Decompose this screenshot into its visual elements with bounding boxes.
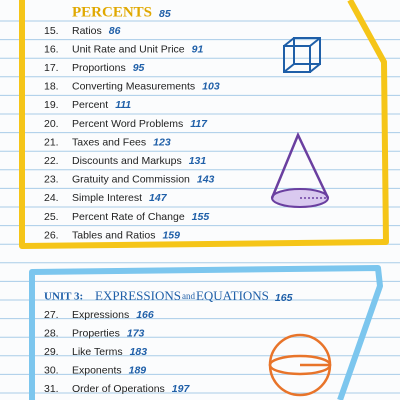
entry-number: 19. <box>44 99 59 111</box>
entry-number: 25. <box>44 211 59 223</box>
entry-number: 27. <box>44 309 59 321</box>
entry-page: 173 <box>127 327 145 339</box>
entry-number: 17. <box>44 62 59 74</box>
entry-page: 131 <box>189 155 207 167</box>
entry-page: 123 <box>153 136 171 148</box>
unit2-title: PERCENTS <box>72 4 152 20</box>
entry-title: Properties <box>72 327 120 339</box>
entry-number: 16. <box>44 43 59 55</box>
entry-page: 91 <box>192 43 204 55</box>
entry-page: 117 <box>190 118 208 130</box>
entry-title: Gratuity and Commission <box>72 174 190 186</box>
cube-icon <box>283 37 321 73</box>
entry-page: 143 <box>197 174 215 186</box>
entry-number: 15. <box>44 25 59 37</box>
entry-title: Order of Operations <box>72 383 165 395</box>
entry-page: 183 <box>130 346 148 358</box>
entry-number: 29. <box>44 346 59 358</box>
entry-page: 111 <box>115 99 131 111</box>
entry-page: 155 <box>192 211 210 223</box>
entry-number: 21. <box>44 136 59 148</box>
entry-title: Unit Rate and Unit Price <box>72 43 185 55</box>
unit2-frame <box>19 0 389 249</box>
entry-title: Taxes and Fees <box>72 136 146 148</box>
unit3-label: UNIT 3: <box>44 291 83 303</box>
entry-number: 28. <box>44 327 59 339</box>
unit3-page: 165 <box>275 292 293 304</box>
unit3-title-end: EQUATIONS <box>196 288 269 303</box>
entry-title: Percent Rate of Change <box>72 211 185 223</box>
entry-title: Proportions <box>72 62 126 74</box>
entry-number: 20. <box>44 118 59 130</box>
entry-number: 23. <box>44 174 59 186</box>
sphere-icon <box>268 333 332 397</box>
entry-title: Simple Interest <box>72 192 142 204</box>
entry-title: Ratios <box>72 25 102 37</box>
entry-title: Tables and Ratios <box>72 229 155 241</box>
unit2-page: 85 <box>159 8 171 20</box>
entry-page: 159 <box>162 229 180 241</box>
entry-number: 22. <box>44 155 59 167</box>
entry-title: Like Terms <box>72 346 123 358</box>
entry-title: Percent Word Problems <box>72 118 183 130</box>
entry-title: Discounts and Markups <box>72 155 182 167</box>
entry-number: 26. <box>44 229 59 241</box>
entry-number: 24. <box>44 192 59 204</box>
entry-page: 86 <box>109 25 121 37</box>
entry-title: Percent <box>72 99 108 111</box>
entry-page: 147 <box>149 192 168 204</box>
unit3-frame <box>29 265 383 400</box>
entry-page: 197 <box>172 383 191 395</box>
entry-number: 31. <box>44 383 59 395</box>
entry-page: 166 <box>136 309 154 321</box>
entry-page: 103 <box>202 81 220 93</box>
entry-title: Exponents <box>72 365 122 377</box>
entry-number: 30. <box>44 365 59 377</box>
entry-page: 189 <box>129 365 147 377</box>
entry-title: Expressions <box>72 309 129 321</box>
entry-title: Converting Measurements <box>72 81 195 93</box>
entry-page: 95 <box>133 62 145 74</box>
entry-number: 18. <box>44 81 59 93</box>
unit3-title-join: and <box>182 291 195 301</box>
unit3-title: EXPRESSIONSandEQUATIONS <box>95 288 269 303</box>
cone-icon <box>270 131 330 208</box>
unit3-title-start: EXPRESSIONS <box>95 288 181 303</box>
